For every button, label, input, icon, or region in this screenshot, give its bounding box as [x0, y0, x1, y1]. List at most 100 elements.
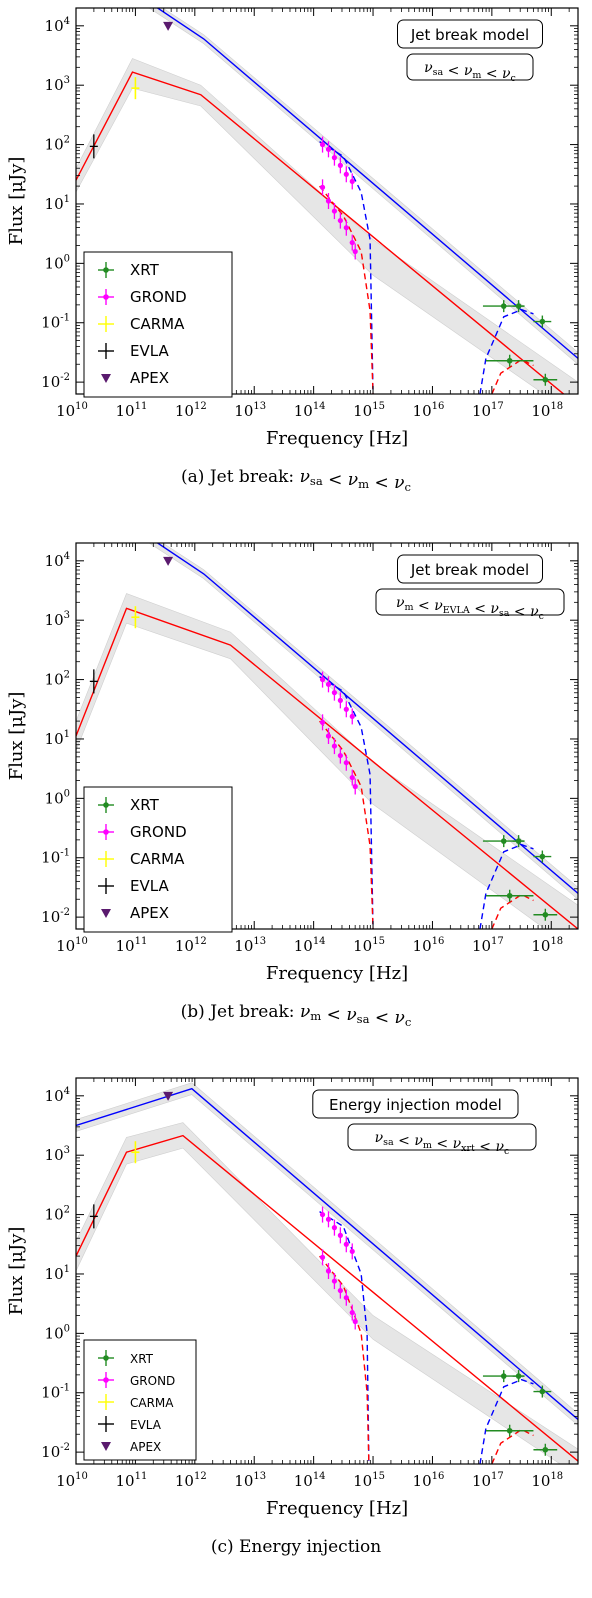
x-tick-label: 1012	[175, 936, 207, 955]
grond-marker	[337, 162, 343, 168]
caption-part: ν	[414, 1133, 423, 1149]
tick-base: 10	[45, 730, 64, 748]
tick-base: 10	[294, 1472, 313, 1490]
caption-part: ν	[396, 595, 405, 611]
grond-point	[331, 1273, 338, 1290]
xrt-marker	[515, 303, 522, 309]
tick-base: 10	[175, 1472, 194, 1490]
tick-base: 10	[41, 1384, 60, 1402]
caption-subscript: xrt	[461, 1143, 475, 1154]
caption-part: <	[414, 598, 435, 614]
tick-exponent: 2	[64, 135, 70, 146]
evla-point	[89, 669, 98, 694]
tick-base: 10	[115, 402, 134, 420]
legend-label-evla: EVLA	[130, 877, 169, 895]
caption-part: <	[323, 470, 348, 490]
grond-point	[349, 708, 355, 725]
legend-marker-apex	[101, 1442, 111, 1451]
model-condition: νsa < νm < νc	[424, 60, 516, 84]
model-title: Jet break model	[410, 26, 529, 44]
x-axis-label: Frequency [Hz]	[266, 1498, 408, 1519]
grond-point	[343, 1236, 349, 1253]
grond-point	[343, 1289, 349, 1306]
grond-marker	[352, 783, 358, 790]
tick-exponent: 14	[313, 1471, 326, 1482]
grond-point	[325, 676, 332, 693]
caption-subscript: c	[405, 480, 411, 494]
grond-point	[319, 1206, 326, 1223]
tick-exponent: -1	[60, 848, 70, 859]
tick-exponent: 0	[64, 1323, 70, 1334]
tick-base: 10	[234, 1472, 253, 1490]
legend-label-apex: APEX	[130, 904, 169, 922]
grond-point	[349, 769, 355, 786]
tick-base: 10	[175, 402, 194, 420]
model-dashed-line-4	[479, 1378, 534, 1464]
x-tick-label: 1015	[353, 401, 385, 420]
x-tick-label: 1015	[353, 936, 385, 955]
tick-exponent: 13	[253, 1471, 266, 1482]
grond-point	[325, 728, 332, 744]
grond-point	[352, 243, 358, 260]
grond-marker	[337, 697, 343, 703]
tick-base: 10	[41, 1443, 60, 1461]
caption-part: ν	[530, 604, 539, 620]
xrt-point	[533, 373, 558, 386]
tick-exponent: 13	[253, 936, 266, 947]
caption-part: ν	[375, 1130, 384, 1146]
caption-part: (a) Jet break:	[181, 467, 300, 487]
xrt-marker	[500, 1373, 507, 1379]
grond-marker	[331, 1225, 338, 1231]
tick-exponent: 14	[313, 936, 326, 947]
tick-exponent: 3	[64, 1145, 70, 1156]
model-dashed-line-3	[319, 720, 374, 929]
tick-exponent: 18	[550, 1471, 563, 1482]
tick-exponent: 17	[491, 936, 504, 947]
y-tick-label: 10-1	[41, 848, 70, 867]
model-dashed-line-5	[491, 1428, 534, 1464]
grond-marker	[343, 1241, 349, 1247]
y-axis-label: Flux [μJy]	[6, 157, 27, 246]
tick-exponent: 4	[64, 1086, 70, 1097]
grond-marker	[337, 752, 343, 759]
tick-base: 10	[472, 937, 491, 955]
x-tick-label: 1013	[234, 401, 266, 420]
caption-part: ν	[453, 1136, 462, 1152]
grond-marker	[343, 171, 349, 177]
tick-exponent: 11	[135, 1471, 148, 1482]
grond-point	[349, 173, 355, 190]
evla-point	[89, 1204, 98, 1229]
tick-base: 10	[353, 937, 372, 955]
y-tick-label: 10-1	[41, 1383, 70, 1402]
y-tick-label: 102	[45, 1205, 70, 1224]
caption-subscript: sa	[499, 608, 510, 619]
tick-base: 10	[45, 552, 64, 570]
tick-exponent: -2	[60, 1442, 70, 1453]
grond-marker	[325, 198, 332, 204]
xrt-marker	[539, 853, 546, 860]
xrt-marker	[515, 838, 522, 844]
caption-subscript: c	[504, 1146, 509, 1157]
tick-base: 10	[45, 1206, 64, 1224]
caption-subscript: c	[405, 1015, 411, 1029]
tick-exponent: -2	[60, 907, 70, 918]
tick-exponent: 10	[75, 936, 88, 947]
tick-exponent: 4	[64, 551, 70, 562]
tick-exponent: -2	[60, 372, 70, 383]
grond-point	[337, 1227, 343, 1244]
xrt-marker	[542, 911, 549, 918]
grond-marker	[319, 1254, 326, 1260]
model-line-0	[76, 1087, 578, 1420]
y-tick-label: 10-1	[41, 313, 70, 332]
grond-point	[349, 234, 355, 251]
x-tick-label: 1011	[115, 401, 147, 420]
apex-marker	[163, 21, 174, 31]
caption-part: <	[432, 1136, 453, 1152]
model-line-1	[76, 71, 565, 394]
xrt-marker	[542, 376, 549, 383]
caption-part: <	[369, 1008, 394, 1028]
plot-area	[76, 543, 578, 929]
legend-label-xrt: XRT	[130, 796, 160, 814]
tick-base: 10	[234, 402, 253, 420]
x-tick-label: 1016	[413, 1471, 445, 1490]
